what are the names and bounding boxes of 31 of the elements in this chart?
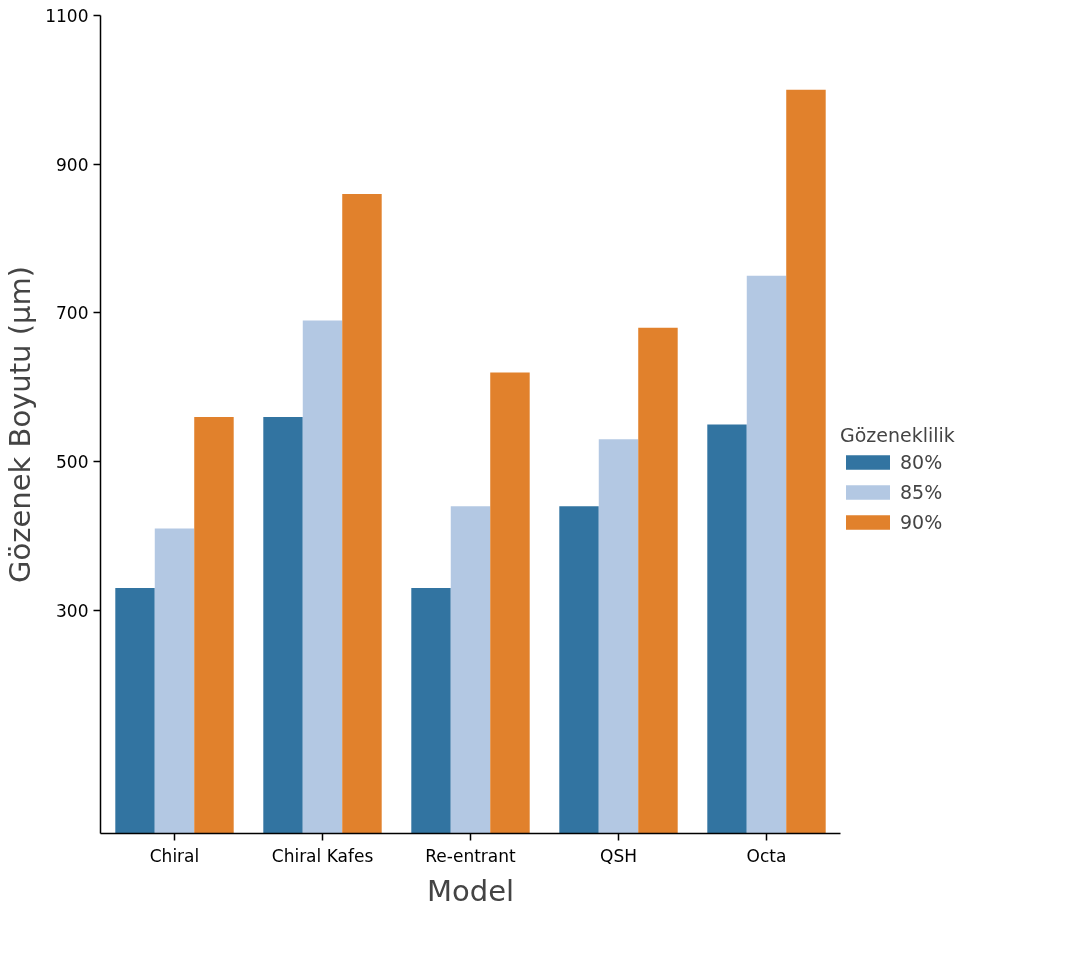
bar [115, 588, 155, 834]
bar [342, 193, 382, 834]
x-tick-label: QSH [600, 845, 637, 866]
bar [194, 417, 234, 834]
bar [559, 506, 599, 834]
bar [450, 506, 491, 834]
legend-title: Gözeneklilik [840, 424, 955, 446]
x-axis-title: Model [426, 873, 515, 908]
y-axis-title: Gözenek Boyutu (µm) [3, 265, 38, 583]
bar [302, 320, 343, 834]
y-tick-label: 1100 [45, 6, 89, 26]
legend-label: 90% [900, 511, 943, 533]
x-tick-label: Re-entrant [425, 845, 517, 866]
y-tick-label: 900 [56, 154, 89, 175]
bar [638, 327, 678, 834]
x-tick-label: Chiral Kafes [271, 845, 374, 866]
bar [598, 439, 639, 834]
x-tick-label: Chiral [149, 845, 200, 866]
bar [490, 372, 530, 834]
y-tick-label: 700 [56, 303, 89, 324]
bar [707, 424, 747, 834]
bar [411, 588, 451, 834]
legend-label: 85% [900, 481, 943, 503]
bar [263, 417, 303, 834]
x-tick-label: Octa [746, 845, 787, 866]
bar [154, 528, 195, 834]
y-tick-label: 500 [56, 452, 89, 473]
legend-label: 80% [900, 451, 943, 473]
bar [786, 89, 826, 834]
bar [746, 275, 787, 834]
y-tick-label: 300 [56, 600, 89, 621]
